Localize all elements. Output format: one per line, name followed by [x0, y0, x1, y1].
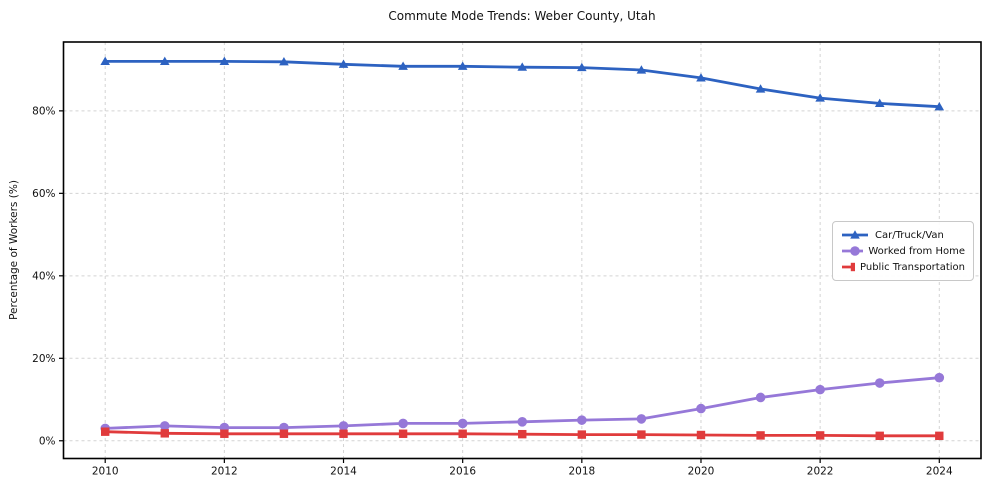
legend-sample-square-icon	[842, 262, 856, 272]
x-tick-label: 2018	[568, 466, 595, 478]
axes-border	[62, 41, 982, 460]
marker-worked-from-home	[815, 384, 825, 395]
marker-worked-from-home	[457, 418, 468, 429]
marker-public-transportation	[518, 429, 527, 439]
legend-sample-circle-icon	[842, 246, 864, 256]
x-tick-label: 2016	[449, 466, 476, 478]
legend-marker-worked-from-home	[850, 246, 860, 256]
marker-worked-from-home	[517, 416, 528, 427]
legend-marker-car-truck-van	[850, 230, 860, 239]
marker-public-transportation	[875, 431, 884, 441]
legend: Car/Truck/Van Worked from Home Public Tran…	[832, 221, 974, 281]
marker-worked-from-home	[934, 372, 945, 383]
marker-car-truck-van	[755, 84, 766, 93]
x-tick-label: 2012	[211, 466, 238, 478]
marker-car-truck-van	[219, 56, 230, 65]
marker-public-transportation	[398, 429, 408, 438]
marker-public-transportation	[339, 429, 348, 438]
marker-public-transportation	[220, 429, 229, 438]
y-tick-label: 60%	[32, 188, 55, 200]
marker-car-truck-van	[159, 56, 170, 65]
legend-item-public-transportation: Public Transportation	[840, 259, 965, 275]
marker-worked-from-home	[755, 392, 766, 403]
marker-public-transportation	[458, 429, 467, 438]
marker-worked-from-home	[338, 421, 349, 431]
marker-public-transportation	[637, 430, 646, 439]
x-tick-label: 2010	[92, 466, 119, 478]
marker-car-truck-van	[815, 93, 825, 102]
marker-public-transportation	[101, 427, 110, 436]
legend-label: Worked from Home	[868, 245, 965, 257]
marker-worked-from-home	[577, 415, 587, 425]
marker-car-truck-van	[934, 101, 945, 111]
y-tick-label: 20%	[32, 353, 55, 365]
marker-car-truck-van	[517, 62, 528, 71]
marker-car-truck-van	[874, 98, 885, 108]
marker-public-transportation	[279, 429, 289, 438]
marker-car-truck-van	[398, 61, 408, 70]
marker-car-truck-van	[279, 56, 289, 66]
x-tick-label: 2024	[926, 466, 953, 478]
marker-public-transportation	[815, 431, 825, 440]
marker-car-truck-van	[338, 59, 349, 68]
legend-label: Car/Truck/Van	[875, 229, 944, 241]
marker-car-truck-van	[100, 56, 111, 65]
marker-worked-from-home	[696, 403, 706, 414]
marker-worked-from-home	[636, 414, 647, 424]
legend-label: Public Transportation	[860, 261, 965, 273]
chart-title: Commute Mode Trends: Weber County, Utah	[388, 9, 656, 23]
marker-worked-from-home	[874, 378, 885, 388]
x-tick-label: 2020	[688, 466, 715, 478]
marker-car-truck-van	[696, 73, 706, 82]
x-tick-label: 2014	[330, 466, 357, 478]
marker-car-truck-van	[457, 61, 468, 70]
legend-item-car-truck-van: Car/Truck/Van	[840, 227, 965, 243]
marker-car-truck-van	[636, 65, 647, 74]
x-tick-label: 2022	[807, 466, 834, 478]
marker-worked-from-home	[398, 418, 408, 429]
legend-sample-triangle-icon	[842, 230, 868, 239]
marker-public-transportation	[935, 431, 944, 441]
y-tick-label: 80%	[32, 105, 55, 117]
y-tick-label: 40%	[32, 270, 55, 282]
marker-public-transportation	[577, 430, 587, 439]
marker-public-transportation	[160, 429, 169, 438]
marker-car-truck-van	[577, 62, 587, 72]
y-tick-label: 0%	[39, 435, 56, 447]
legend-marker-public-transportation	[850, 262, 856, 272]
marker-worked-from-home	[159, 421, 170, 431]
marker-public-transportation	[696, 430, 706, 440]
legend-item-worked-from-home: Worked from Home	[840, 243, 965, 259]
marker-public-transportation	[756, 431, 765, 440]
